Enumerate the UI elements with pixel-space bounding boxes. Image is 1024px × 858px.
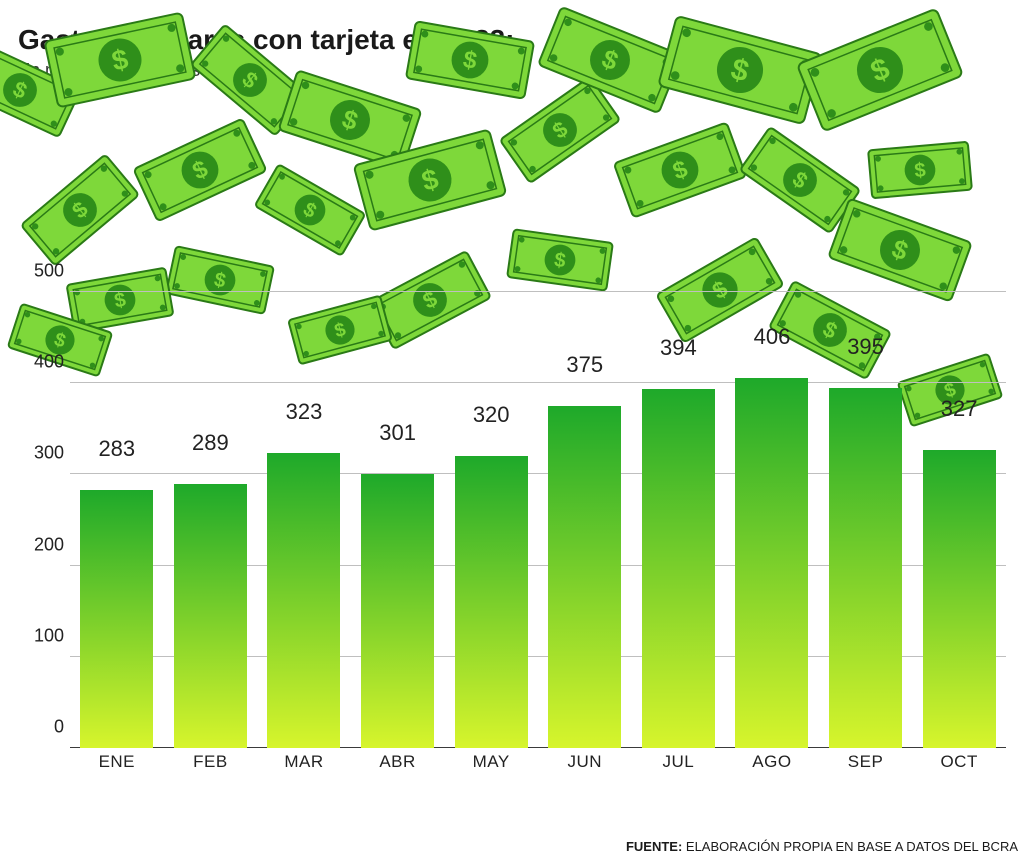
bar-value-label: 289 <box>192 430 229 456</box>
bar <box>455 456 528 748</box>
x-tick-label: SEP <box>819 752 913 772</box>
svg-text:$: $ <box>418 162 442 197</box>
bar-value-label: 394 <box>660 335 697 361</box>
bar-value-label: 301 <box>379 420 416 446</box>
bar-value-label: 406 <box>754 324 791 350</box>
plot-area: 0100200300400500 28328932330132037539440… <box>70 292 1006 788</box>
y-tick-label: 100 <box>16 625 64 646</box>
bar-slot: 375 <box>538 292 632 748</box>
y-tick-label: 400 <box>16 352 64 373</box>
svg-text:$: $ <box>339 103 363 136</box>
y-tick-label: 200 <box>16 534 64 555</box>
chart-title: Gasto de dólares con tarjeta en 2022: <box>18 24 1006 56</box>
x-tick-label: AGO <box>725 752 819 772</box>
bar <box>361 474 434 749</box>
bar-slot: 283 <box>70 292 164 748</box>
source-text: ELABORACIÓN PROPIA EN BASE A DATOS DEL B… <box>682 839 1018 854</box>
bar-value-label: 327 <box>941 396 978 422</box>
source-footer: FUENTE: ELABORACIÓN PROPIA EN BASE A DAT… <box>626 839 1018 854</box>
bar-value-label: 320 <box>473 402 510 428</box>
svg-text:$: $ <box>548 116 573 144</box>
svg-text:$: $ <box>51 329 68 352</box>
svg-text:$: $ <box>299 198 320 223</box>
money-bill-icon: $ <box>133 119 266 222</box>
money-bill-icon: $ <box>740 127 860 233</box>
bars-group: 283 289 323 301 320 375 394 406 395 327 <box>70 292 1006 748</box>
bar-slot: 406 <box>725 292 819 748</box>
chart-subtitle: En millones de dólares <box>18 60 1006 81</box>
money-bill-icon: $ <box>868 142 972 199</box>
bar <box>735 378 808 748</box>
x-tick-label: MAY <box>444 752 538 772</box>
bar-slot: 320 <box>444 292 538 748</box>
svg-text:$: $ <box>212 269 228 293</box>
bar-value-label: 375 <box>566 352 603 378</box>
bar-slot: 323 <box>257 292 351 748</box>
money-bill-icon: $ <box>507 229 613 290</box>
bar <box>174 484 247 748</box>
svg-text:$: $ <box>888 233 912 266</box>
bar <box>80 490 153 748</box>
bar-value-label: 395 <box>847 334 884 360</box>
money-bill-icon: $ <box>500 77 620 183</box>
bar <box>548 406 621 748</box>
bar-value-label: 323 <box>286 399 323 425</box>
bar-slot: 301 <box>351 292 445 748</box>
x-tick-label: OCT <box>912 752 1006 772</box>
svg-text:$: $ <box>788 166 813 194</box>
money-bill-icon: $ <box>255 164 366 256</box>
bar <box>829 388 902 748</box>
y-tick-label: 300 <box>16 443 64 464</box>
x-tick-label: JUL <box>632 752 726 772</box>
svg-text:$: $ <box>553 249 567 272</box>
y-tick-label: 500 <box>16 261 64 282</box>
svg-text:$: $ <box>914 159 927 182</box>
x-tick-label: ENE <box>70 752 164 772</box>
bar <box>267 453 340 748</box>
bar-slot: 327 <box>912 292 1006 748</box>
money-bill-icon: $ <box>354 129 507 230</box>
money-bill-icon: $ <box>21 154 139 265</box>
svg-text:$: $ <box>67 196 93 224</box>
y-tick-label: 0 <box>16 717 64 738</box>
x-tick-label: ABR <box>351 752 445 772</box>
x-tick-label: MAR <box>257 752 351 772</box>
money-bill-icon: $ <box>828 198 972 301</box>
x-axis-labels: ENEFEBMARABRMAYJUNJULAGOSEPOCT <box>70 752 1006 788</box>
chart-container: Gasto de dólares con tarjeta en 2022: En… <box>0 0 1024 858</box>
money-bill-icon: $ <box>614 122 746 217</box>
bar <box>923 450 996 748</box>
svg-text:$: $ <box>188 155 212 185</box>
money-bill-icon: $ <box>0 43 81 137</box>
bar-value-label: 283 <box>98 436 135 462</box>
bar <box>642 389 715 748</box>
bar-slot: 395 <box>819 292 913 748</box>
svg-text:$: $ <box>669 155 691 185</box>
bar-slot: 394 <box>632 292 726 748</box>
x-tick-label: JUN <box>538 752 632 772</box>
x-tick-label: FEB <box>164 752 258 772</box>
bar-slot: 289 <box>164 292 258 748</box>
source-label: FUENTE: <box>626 839 682 854</box>
money-bill-icon: $ <box>279 70 422 170</box>
